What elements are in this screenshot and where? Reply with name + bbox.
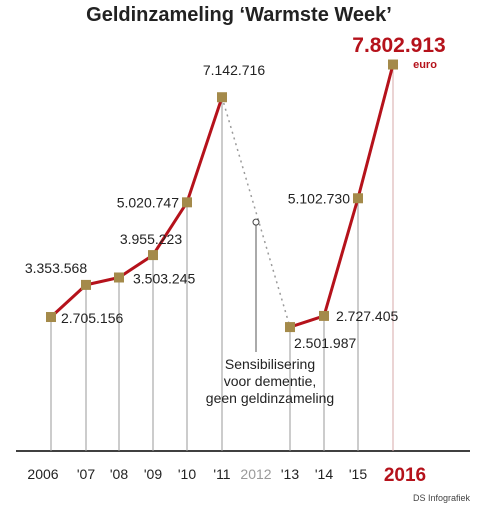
annotation-line-2: geen geldinzameling	[206, 390, 334, 406]
value-label-9: 5.102.730	[288, 190, 350, 206]
data-marker-1	[81, 279, 91, 290]
x-tick-label-2: '08	[110, 466, 128, 482]
highlight-unit: euro	[413, 59, 437, 71]
data-marker-2	[114, 272, 124, 283]
x-tick-label-6: 2012	[240, 466, 271, 482]
chart-title: Geldinzameling ‘Warmste Week’	[86, 4, 392, 26]
x-tick-label-4: '10	[178, 466, 196, 482]
credit-text: DS Infografiek	[412, 493, 470, 503]
data-marker-0	[46, 312, 56, 323]
series-gap-dotted	[221, 97, 291, 328]
value-label-highlight: 7.802.913	[352, 34, 445, 57]
data-marker-4	[182, 197, 192, 208]
series-line-0	[49, 96, 224, 319]
value-label-0: 2.705.156	[61, 310, 123, 326]
data-marker-10	[388, 59, 398, 70]
x-tick-label-3: '09	[144, 466, 162, 482]
data-marker-8	[319, 310, 329, 321]
value-label-3: 3.955.223	[120, 231, 182, 247]
x-tick-label-8: '14	[315, 466, 333, 482]
value-label-2: 3.503.245	[133, 270, 195, 286]
x-tick-label-0: 2006	[27, 466, 58, 482]
data-marker-9	[353, 193, 363, 204]
value-label-7: 2.501.987	[294, 335, 356, 351]
x-tick-label-5: '11	[213, 466, 230, 482]
data-marker-3	[148, 250, 158, 261]
annotation-line-0: Sensibilisering	[225, 356, 315, 372]
x-tick-label-7: '13	[281, 466, 299, 482]
value-label-5: 7.142.716	[203, 62, 265, 78]
value-label-8: 2.727.405	[336, 308, 398, 324]
data-marker-5	[217, 92, 227, 103]
x-tick-label-9: '15	[349, 466, 367, 482]
x-tick-label-10: 2016	[384, 465, 426, 486]
data-marker-7	[285, 322, 295, 333]
value-label-4: 5.020.747	[117, 194, 179, 210]
annotation-dot	[252, 218, 260, 226]
annotation-line-1: voor dementie,	[224, 373, 317, 389]
x-tick-label-1: '07	[77, 466, 95, 482]
series-line-1	[289, 64, 395, 329]
value-label-1: 3.353.568	[25, 260, 87, 276]
